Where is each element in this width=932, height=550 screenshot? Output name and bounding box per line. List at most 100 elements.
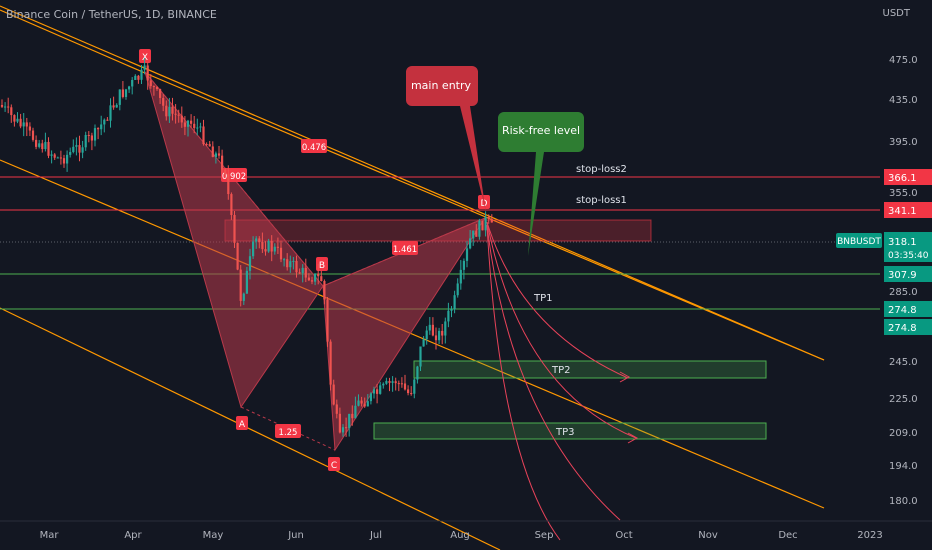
candle-body <box>16 118 19 122</box>
candle-body <box>41 143 44 150</box>
candle-body <box>211 146 214 157</box>
candle-body <box>53 154 56 158</box>
candle-body <box>376 389 379 394</box>
pattern-ratio-badge <box>301 139 327 153</box>
candle-body <box>59 157 62 159</box>
candle-body <box>481 220 484 231</box>
candle-body <box>326 299 329 342</box>
candle-body <box>44 141 47 150</box>
candle-body <box>320 276 323 282</box>
candle-body <box>295 260 298 273</box>
y-tick-label: 225.0 <box>889 394 918 405</box>
candle-body <box>425 330 428 340</box>
current-ticker-label: BNBUSDT <box>837 237 881 247</box>
candle-body <box>180 115 183 123</box>
x-tick-label: Sep <box>535 530 554 541</box>
candle-body <box>431 324 434 336</box>
price-axis: 475.0 435.0 395.0 355.0 285.0 245.0 225.0 209.0… <box>836 55 932 507</box>
candle-body <box>310 280 314 282</box>
candle-body <box>447 310 450 322</box>
candle-body <box>261 242 264 250</box>
candle-body <box>403 383 407 390</box>
candle-body <box>490 219 493 223</box>
time-axis: Mar Apr May Jun Jul Aug Sep Oct Nov Dec 2023 <box>0 520 932 541</box>
candle-body <box>298 272 301 274</box>
y-tick-label: 395.0 <box>889 137 918 148</box>
candle-body <box>397 383 400 385</box>
tp3-label: TP3 <box>555 427 575 438</box>
candle-body <box>137 75 140 80</box>
pattern-point-a-badge <box>236 416 248 430</box>
current-price-badge <box>884 232 932 262</box>
candle-body <box>394 381 397 384</box>
candle-body <box>140 69 143 80</box>
candle-body <box>475 230 478 237</box>
candle-body <box>239 269 242 301</box>
candle-body <box>202 126 205 145</box>
x-tick-label: Nov <box>698 530 718 541</box>
y-tick-label: 435.0 <box>889 95 918 106</box>
arrow-head <box>627 432 639 444</box>
annotations: main entry Risk-free level stop-loss2 stop-… <box>406 66 627 438</box>
candle-body <box>221 155 224 170</box>
candle-body <box>407 389 410 394</box>
candle-body <box>258 238 261 243</box>
candle-body <box>118 89 121 105</box>
candle-body <box>112 105 115 108</box>
candle-body <box>242 293 245 301</box>
price-level-badge <box>884 266 932 282</box>
pattern-ratio-badge <box>392 241 418 255</box>
candle-body <box>31 130 35 140</box>
tp1-label: TP1 <box>533 293 553 304</box>
candle-body <box>109 105 112 121</box>
arrow-head <box>619 371 631 383</box>
stop-loss1-label: stop-loss1 <box>576 195 627 206</box>
candle-body <box>75 145 78 147</box>
candle-body <box>78 145 81 153</box>
candle-body <box>81 147 84 153</box>
candle-body <box>366 401 369 407</box>
candle-body <box>174 113 177 115</box>
candle-body <box>363 403 366 407</box>
candle-body <box>410 393 413 395</box>
candle-body <box>171 106 174 114</box>
candle-body <box>115 104 118 108</box>
pattern-bd-line <box>322 217 486 287</box>
tp2-label: TP2 <box>551 365 571 376</box>
candle-body <box>469 238 472 249</box>
current-price-value: 318.1 <box>888 237 917 248</box>
x-tick-label: May <box>203 530 224 541</box>
x-tick-label: Apr <box>124 530 142 541</box>
candle-body <box>165 105 168 117</box>
candle-body <box>87 134 90 136</box>
candle-body <box>472 230 475 239</box>
candle-body <box>264 249 267 252</box>
pattern-ac-line <box>240 406 336 451</box>
price-level-value: 341.1 <box>888 206 917 217</box>
price-level-value: 307.9 <box>888 270 917 281</box>
candle-body <box>90 135 93 141</box>
price-level-value: 366.1 <box>888 173 917 184</box>
candle-body <box>224 169 227 175</box>
candle-body <box>379 385 382 394</box>
candle-body <box>97 128 100 130</box>
candle-body <box>484 216 487 231</box>
candle-body <box>128 86 131 90</box>
candle-body <box>186 120 190 127</box>
candle-body <box>121 89 124 97</box>
candle-body <box>35 139 38 147</box>
candle-body <box>456 283 459 296</box>
pattern-point-c-badge <box>328 457 340 471</box>
candle-body <box>292 260 295 262</box>
candle-body <box>38 143 41 147</box>
candle-body <box>323 281 326 300</box>
candle-body <box>25 122 28 127</box>
candle-body <box>252 241 255 257</box>
candle-body <box>267 241 270 252</box>
candle-body <box>149 80 152 87</box>
x-tick-label: Mar <box>40 530 60 541</box>
candle-body <box>354 405 357 419</box>
candle-body <box>162 97 165 106</box>
x-tick-label: 2023 <box>857 530 882 541</box>
